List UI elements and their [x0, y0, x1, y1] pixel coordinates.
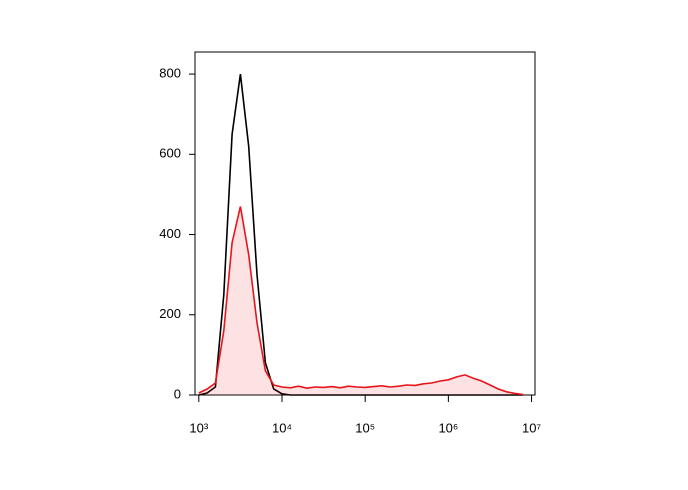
x-tick-label: 10⁶ [438, 420, 458, 435]
x-tick-label: 10³ [189, 420, 208, 435]
series-line [198, 206, 524, 396]
x-tick-label: 10⁴ [272, 420, 292, 435]
series-line [198, 73, 524, 396]
y-tick-label: 800 [159, 66, 181, 81]
series-area [198, 206, 524, 395]
x-tick-label: 10⁷ [522, 420, 541, 435]
y-tick-label: 600 [159, 146, 181, 161]
y-tick-label: 200 [159, 306, 181, 321]
y-tick-label: 0 [174, 386, 181, 401]
y-tick-label: 400 [159, 226, 181, 241]
x-tick-label: 10⁵ [355, 420, 375, 435]
